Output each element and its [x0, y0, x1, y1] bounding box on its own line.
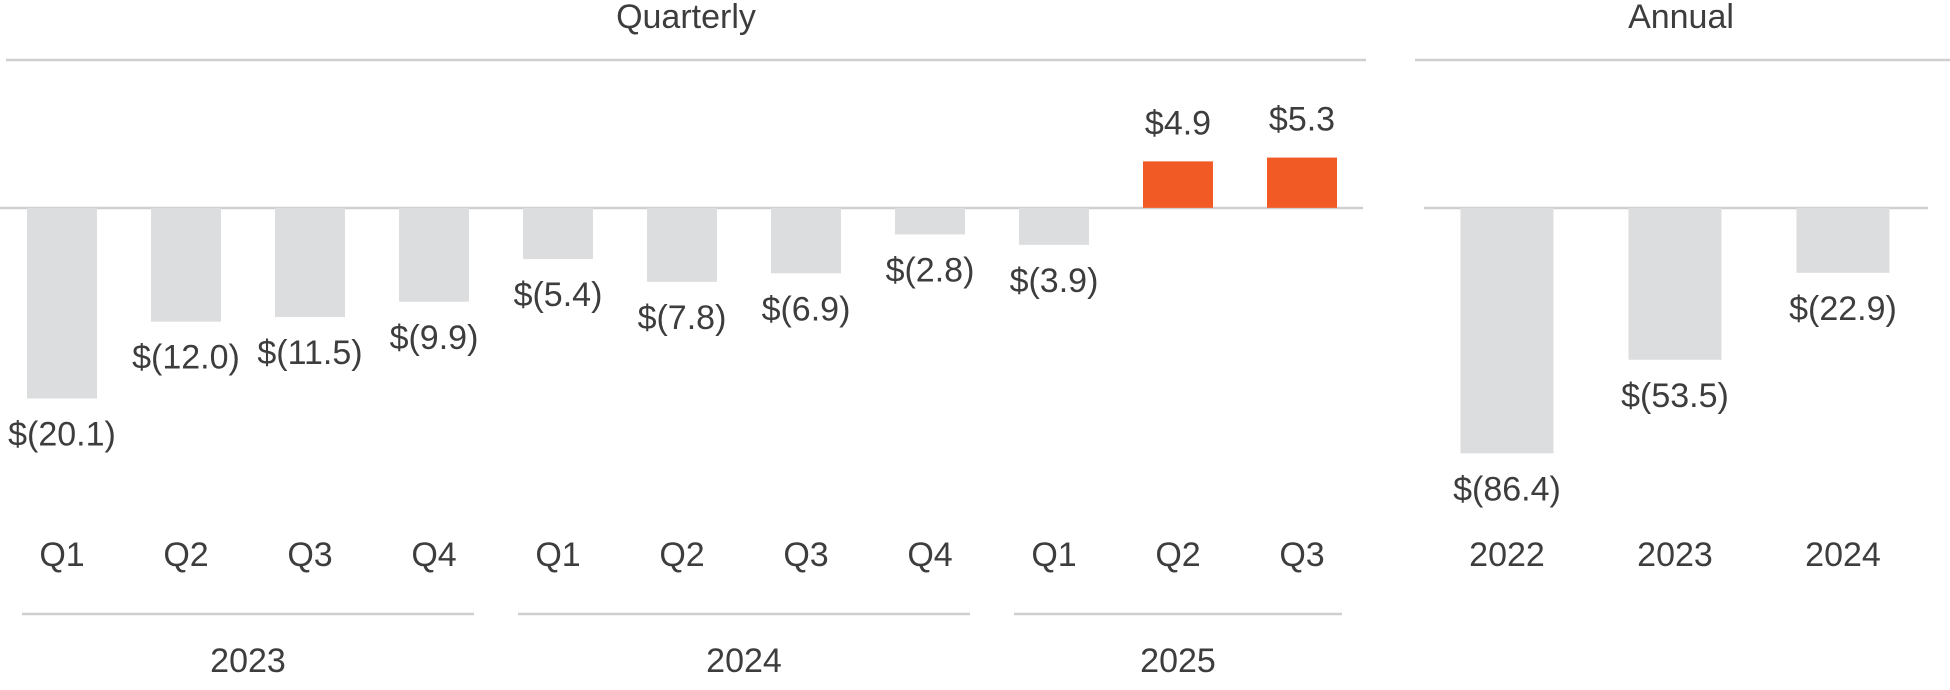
bar — [1796, 207, 1890, 273]
x-tick-label: Q4 — [411, 536, 456, 574]
bar — [1628, 207, 1722, 360]
bar — [275, 207, 345, 317]
value-label: $(22.9) — [1789, 290, 1897, 328]
group-label: 2025 — [1140, 642, 1216, 680]
bar — [1267, 157, 1337, 208]
x-tick-label: Q3 — [783, 536, 828, 574]
value-label: $(7.8) — [638, 299, 727, 337]
x-tick-label: 2024 — [1805, 536, 1881, 574]
group-label: 2023 — [210, 642, 286, 680]
group-label: 2024 — [706, 642, 782, 680]
x-tick-label: Q1 — [535, 536, 580, 574]
value-label: $(6.9) — [762, 290, 851, 328]
bar — [1019, 207, 1089, 245]
x-tick-label: Q3 — [1279, 536, 1324, 574]
value-label: $(11.5) — [257, 334, 362, 372]
x-tick-label: Q2 — [1155, 536, 1200, 574]
bar — [523, 207, 593, 260]
value-label: $(12.0) — [132, 339, 240, 377]
value-label: $5.3 — [1269, 101, 1335, 139]
chart-title: Annual — [1628, 0, 1734, 36]
bar — [647, 207, 717, 282]
x-tick-label: Q4 — [907, 536, 952, 574]
value-label: $(20.1) — [8, 416, 116, 454]
value-label: $(9.9) — [390, 319, 479, 357]
bar — [27, 207, 97, 399]
chart-title: Quarterly — [616, 0, 756, 36]
bar — [1143, 161, 1213, 208]
x-tick-label: Q1 — [1031, 536, 1076, 574]
bar — [151, 207, 221, 322]
value-label: $4.9 — [1145, 104, 1211, 142]
x-tick-label: 2023 — [1637, 536, 1713, 574]
x-tick-label: Q2 — [163, 536, 208, 574]
bar — [1460, 207, 1554, 454]
bar — [771, 207, 841, 274]
x-tick-label: 2022 — [1469, 536, 1545, 574]
bar — [399, 207, 469, 302]
x-tick-label: Q3 — [287, 536, 332, 574]
value-label: $(5.4) — [514, 276, 603, 314]
bar — [895, 207, 965, 235]
value-label: $(3.9) — [1010, 262, 1099, 300]
x-tick-label: Q2 — [659, 536, 704, 574]
value-label: $(86.4) — [1453, 470, 1561, 508]
value-label: $(53.5) — [1621, 377, 1729, 415]
value-label: $(2.8) — [886, 251, 975, 289]
x-tick-label: Q1 — [39, 536, 84, 574]
